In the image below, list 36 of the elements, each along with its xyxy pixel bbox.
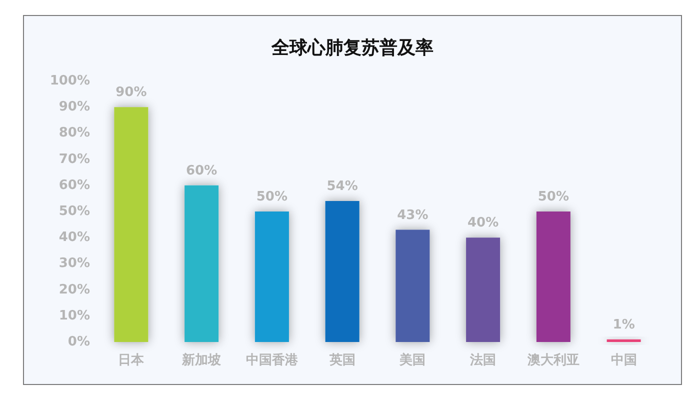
x-tick-label: 日本 [118,353,146,368]
data-label: 50% [256,190,288,204]
bar [606,339,641,342]
x-tick-label: 澳大利亚 [526,352,580,368]
data-label: 43% [397,208,428,223]
data-label: 60% [186,163,218,178]
data-label: 1% [612,317,635,332]
data-label: 50% [538,190,569,204]
bar [254,212,289,342]
x-tick-label: 中国香港 [246,352,299,368]
x-tick-label: 法国 [469,353,496,368]
y-tick-label: 90% [58,100,90,115]
y-tick-label: 20% [58,282,90,298]
y-tick-label: 100% [50,74,90,88]
chart-title: 全球心肺复苏普及率 [270,38,434,58]
x-tick-label: 中国 [610,353,637,368]
x-tick-label: 美国 [398,352,426,368]
data-label: 40% [468,216,499,231]
y-tick-label: 80% [58,126,90,141]
bar [466,238,500,342]
y-tick-label: 70% [58,152,90,167]
bar [396,230,430,342]
y-tick-label: 30% [58,256,90,272]
data-label: 90% [116,85,147,100]
data-label: 54% [326,179,358,194]
y-tick-label: 50% [58,204,90,219]
x-tick-label: 新加坡 [181,352,222,368]
x-tick-label: 英国 [328,353,356,368]
y-tick-label: 40% [58,230,90,246]
bar [114,107,148,342]
y-tick-label: 60% [58,178,90,193]
bar [536,212,570,342]
y-tick-label: 10% [58,308,90,324]
bar [184,185,219,342]
bar [325,201,360,342]
y-tick-label: 0% [68,334,90,350]
